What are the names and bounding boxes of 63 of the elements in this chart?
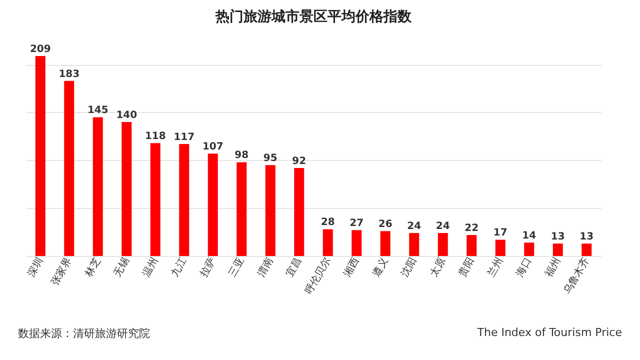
x-tick-label: 渭南 (255, 256, 276, 279)
bar (64, 80, 74, 256)
data-label: 107 (202, 142, 224, 153)
bar (208, 154, 218, 256)
bar (495, 240, 506, 256)
data-label: 140 (116, 110, 138, 122)
x-tick-label: 福州 (542, 256, 564, 279)
bar (466, 234, 477, 256)
bar (438, 233, 448, 256)
bar (524, 242, 534, 256)
bar (352, 230, 362, 256)
bar (179, 144, 190, 256)
data-label: 117 (174, 132, 195, 144)
bar (409, 233, 420, 256)
x-tick-label: 沈阳 (398, 256, 420, 279)
data-label: 92 (292, 156, 306, 167)
data-label: 183 (58, 68, 80, 80)
x-tick-label: 湘西 (341, 256, 362, 279)
x-tick-label: 张家界 (48, 256, 74, 288)
data-label: 145 (87, 105, 108, 116)
bar (150, 143, 160, 256)
data-label: 98 (234, 150, 249, 162)
bar (92, 117, 103, 256)
data-label: 22 (464, 222, 479, 234)
bar (294, 168, 304, 256)
bar (122, 122, 132, 256)
x-tick-label: 乌鲁木齐 (561, 256, 592, 296)
x-tick-label: 三亚 (227, 256, 247, 279)
x-tick-label: 兰州 (485, 256, 506, 279)
data-label: 13 (550, 232, 565, 243)
bar (322, 229, 333, 256)
bar (236, 162, 247, 256)
x-tick-label: 温州 (140, 256, 161, 279)
bar (552, 244, 563, 256)
data-label: 24 (407, 221, 422, 232)
x-tick-label: 无锡 (112, 256, 132, 279)
x-tick-label: 遵义 (370, 256, 391, 279)
data-label: 26 (378, 219, 392, 230)
bar (35, 56, 46, 256)
chart-title: 热门旅游城市景区平均价格指数 (214, 8, 412, 25)
source-note: 数据来源：清研旅游研究院 (18, 326, 150, 341)
x-tick-label: 拉萨 (198, 256, 218, 279)
x-tick-label: 海口 (514, 256, 534, 279)
x-tick-label: 宜昌 (284, 256, 304, 279)
data-label: 17 (493, 228, 508, 239)
bar (380, 231, 390, 256)
data-label: 95 (263, 153, 278, 164)
bar (582, 244, 592, 256)
data-label: 27 (350, 218, 364, 230)
data-label: 24 (436, 221, 450, 232)
x-tick-label: 深圳 (25, 256, 46, 279)
data-label: 28 (320, 217, 335, 228)
data-label: 118 (144, 131, 166, 142)
x-tick-label: 呼伦贝尔 (302, 256, 334, 296)
x-tick-label: 贵阳 (456, 256, 477, 279)
bar (265, 165, 276, 256)
data-label: 209 (30, 44, 51, 55)
x-tick-label: 九江 (168, 256, 190, 279)
text: The Index of Tourism Price (477, 326, 622, 341)
x-tick-label: 林芝 (82, 256, 104, 280)
data-label: 14 (522, 230, 536, 242)
data-label: 13 (580, 232, 594, 243)
x-tick-label: 太原 (428, 256, 448, 279)
